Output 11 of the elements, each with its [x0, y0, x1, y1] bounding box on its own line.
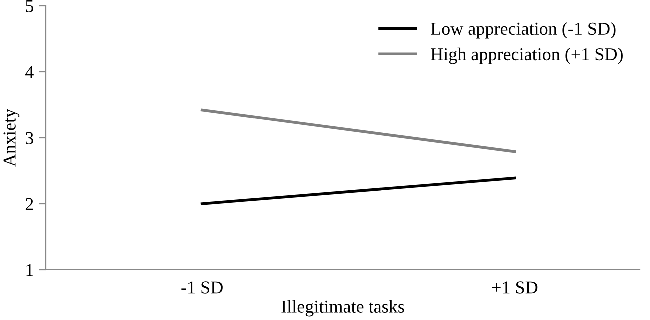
x-tick-label: +1 SD — [492, 282, 538, 294]
x-axis-title: Illegitimate tasks — [282, 300, 404, 317]
y-tick-label: 2 — [26, 198, 34, 210]
legend-label: Low appreciation (-1 SD) — [431, 22, 616, 39]
y-axis-title: Anxiety — [4, 108, 20, 167]
x-tick-label: -1 SD — [182, 282, 223, 294]
y-tick-label: 5 — [26, 0, 34, 12]
y-tick-label: 1 — [26, 264, 34, 276]
y-tick-label: 4 — [26, 66, 34, 78]
y-tick-label: 3 — [26, 132, 34, 144]
legend-label: High appreciation (+1 SD) — [431, 48, 623, 64]
